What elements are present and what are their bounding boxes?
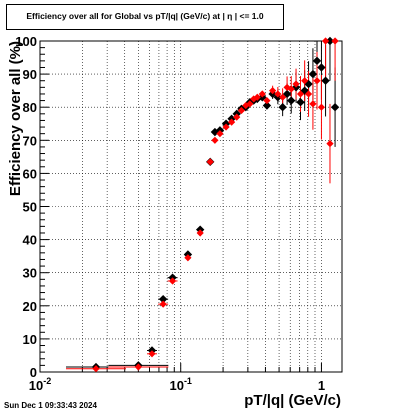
timestamp-footer: Sun Dec 1 09:33:43 2024 [4,401,97,410]
data-point-red [309,100,317,108]
data-point-red [279,93,287,101]
tick-labels: 0 10 20 30 40 50 60 70 80 90 100 10-2 10-1 1 [15,34,325,393]
data-point-red [222,123,230,131]
data-point-red [159,300,167,308]
data-point-black [262,101,272,110]
data-point-red [283,83,291,91]
data-point-red [250,95,258,103]
data-point-red [184,254,192,262]
y-tick-label: 30 [23,266,37,281]
error-bars [65,40,339,372]
data-point-red [292,80,300,88]
data-point-red [296,90,305,98]
data-point-red [326,140,334,148]
data-point-red [134,363,142,371]
data-point-red [246,100,254,108]
y-tick-label: 50 [23,200,37,215]
y-tick-label: 80 [23,100,37,115]
data-point-red [269,87,277,95]
grid-lines [39,41,342,372]
x-tick-label: 1 [318,378,325,393]
data-point-red [287,85,295,93]
data-point-red [263,96,271,105]
y-tick-label: 10 [23,332,37,347]
data-point-black [312,56,322,66]
data-point-black [287,96,296,105]
axis-ticks [39,40,322,373]
data-point-red [304,90,313,98]
data-point-red [233,113,241,121]
data-point-red [148,350,156,358]
data-point-red [321,37,330,45]
y-tick-label: 90 [23,67,37,82]
x-tick-label: 10-1 [169,376,191,393]
data-point-red [237,106,246,115]
y-tick-label: 0 [30,365,37,380]
y-tick-label: 70 [23,133,37,148]
data-point-red [313,77,321,85]
data-point-red [317,103,326,111]
data-point-red [331,37,339,45]
data-point-black [325,36,335,46]
data-point-red [216,130,224,138]
data-point-black [278,103,287,112]
x-axis-label: pT/|q| (GeV/c) [244,392,341,409]
y-tick-label: 60 [23,166,37,181]
data-point-red [301,77,309,85]
chart-title-box: Efficiency over all for Global vs pT/|q|… [6,4,284,30]
data-point-black [296,98,305,107]
data-point-red [274,90,282,98]
data-point-red [168,277,177,285]
chart-title: Efficiency over all for Global vs pT/|q|… [26,11,264,21]
data-point-red [258,90,266,98]
data-point-red [206,158,214,166]
y-tick-label: 100 [15,34,37,49]
data-point-red [253,93,261,101]
data-point-black [317,63,326,72]
data-point-black [308,69,318,79]
y-tick-label: 40 [23,233,37,248]
data-point-black [158,294,168,304]
y-axis-label: Efficiency over all (%) [7,41,24,196]
data-points [91,36,340,373]
data-point-black [321,76,330,85]
x-tick-label: 10-2 [29,376,51,393]
data-point-red [211,136,219,144]
data-point-red [196,229,204,237]
y-tick-label: 20 [23,299,37,314]
data-point-red [92,365,100,373]
data-point-red [228,118,236,126]
data-point-black [330,103,340,112]
